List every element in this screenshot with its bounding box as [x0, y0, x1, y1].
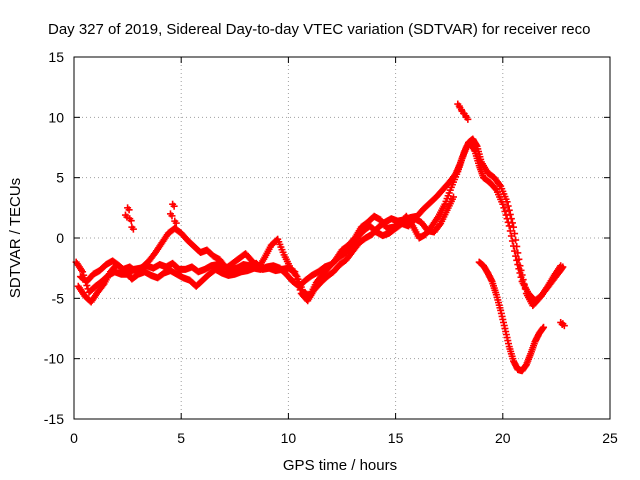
chart-title: Day 327 of 2019, Sidereal Day-to-day VTE…	[48, 21, 590, 38]
data-point	[496, 181, 504, 189]
series-spikes	[121, 100, 568, 330]
data-point	[507, 232, 515, 240]
x-axis-title: GPS time / hours	[283, 457, 397, 474]
data-points	[72, 100, 568, 375]
data-point	[500, 204, 508, 212]
data-point	[511, 247, 519, 255]
y-tick-label: 15	[48, 49, 64, 65]
data-point	[540, 323, 548, 331]
y-tick-label: -15	[44, 411, 64, 427]
data-point	[505, 222, 513, 230]
data-point	[557, 262, 565, 270]
y-axis-title: SDTVAR / TECUs	[7, 178, 24, 298]
x-tick-label: 15	[388, 430, 404, 446]
data-point	[516, 269, 524, 277]
data-point	[512, 252, 520, 260]
data-point	[499, 200, 507, 208]
data-point	[505, 206, 513, 214]
data-point	[501, 207, 509, 215]
data-point	[515, 265, 523, 273]
grid-layer	[74, 57, 610, 419]
y-tick-label: 0	[56, 230, 64, 246]
data-point	[512, 236, 520, 244]
x-tick-label: 5	[177, 430, 185, 446]
data-point	[503, 215, 511, 223]
data-point	[449, 193, 457, 201]
data-point	[170, 202, 178, 210]
plot-frame	[73, 56, 611, 420]
y-tick-label: -10	[44, 351, 64, 367]
data-point	[506, 227, 514, 235]
data-point	[560, 322, 568, 330]
data-point	[504, 202, 512, 210]
y-tick-label: -5	[52, 290, 65, 306]
data-point	[79, 268, 87, 276]
data-point	[504, 218, 512, 226]
data-point	[517, 273, 525, 281]
data-point	[464, 115, 472, 123]
data-point	[514, 261, 522, 269]
tick-layer: 0 5 10 15 20 25 -15 -10 -5 0 5 10 15	[44, 49, 618, 446]
data-point	[502, 211, 510, 219]
data-point	[508, 237, 516, 245]
series-band-c	[76, 193, 457, 290]
data-point	[436, 221, 444, 229]
data-point	[129, 225, 137, 233]
data-point	[168, 212, 176, 220]
series-lower-branch	[475, 258, 548, 375]
data-point	[292, 271, 300, 279]
x-tick-label: 10	[281, 430, 297, 446]
data-point	[127, 217, 135, 225]
data-point	[172, 219, 180, 227]
data-point	[513, 256, 521, 264]
data-point	[125, 206, 133, 214]
data-point	[510, 242, 518, 250]
y-tick-label: 5	[56, 170, 64, 186]
data-point	[491, 185, 499, 193]
x-tick-label: 25	[602, 430, 618, 446]
data-point	[510, 223, 518, 231]
x-tick-label: 0	[70, 430, 78, 446]
y-tick-label: 10	[48, 109, 64, 125]
x-tick-label: 20	[495, 430, 511, 446]
